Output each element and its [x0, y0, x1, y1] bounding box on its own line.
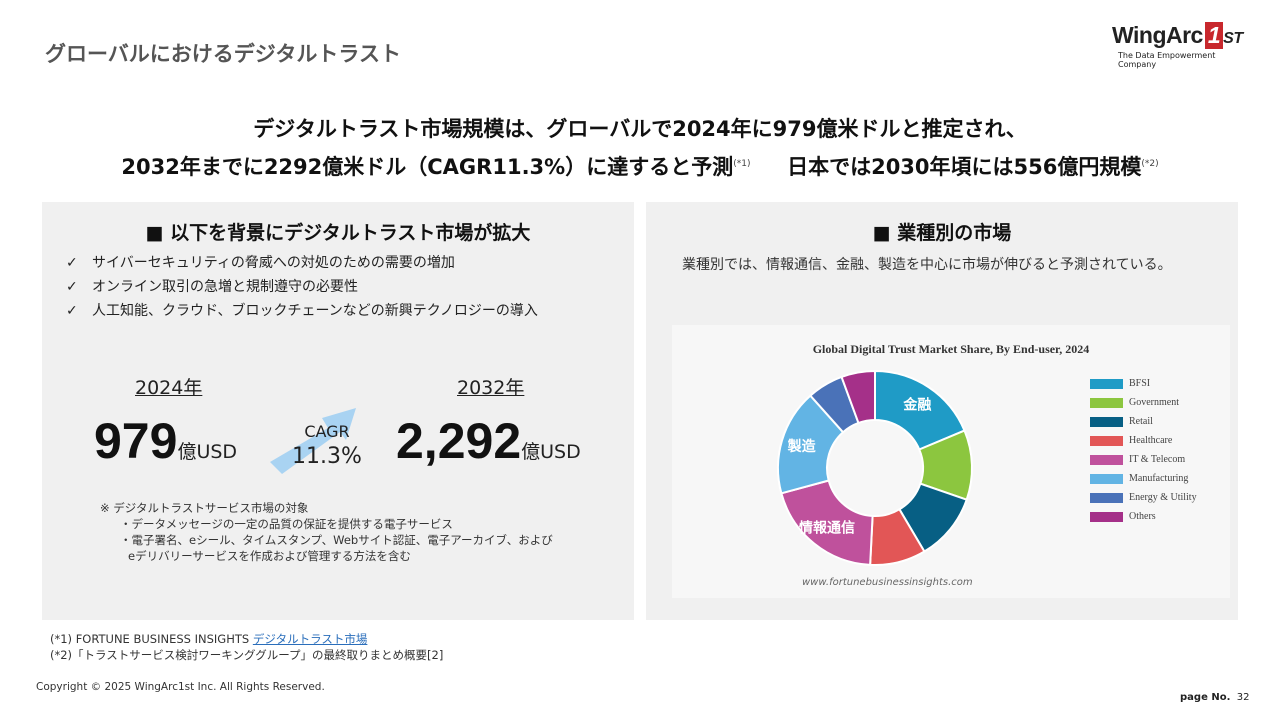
logo-tagline: The Data Empowerment Company	[1118, 51, 1216, 69]
legend-item: BFSI	[1090, 378, 1150, 389]
footnote-1: (*1) FORTUNE BUSINESS INSIGHTS デジタルトラスト市…	[50, 631, 367, 647]
bullet-item: ✓ オンライン取引の急増と規制遵守の必要性	[66, 275, 634, 299]
footnote-2: (*2)「トラストサービス検討ワーキンググループ」の最終取りまとめ概要[2]	[50, 648, 444, 662]
growth-arrow-icon	[270, 408, 356, 474]
legend-label: Healthcare	[1129, 435, 1173, 446]
value-2024: 979億USD	[94, 412, 237, 470]
legend-label: BFSI	[1129, 378, 1151, 389]
check-icon: ✓	[66, 279, 78, 295]
note-line: eデリバリーサービスを作成および管理する方法を含む	[128, 549, 411, 563]
legend-swatch	[1090, 473, 1123, 484]
legend-swatch	[1090, 378, 1123, 389]
donut-slice-others	[840, 369, 876, 425]
ref-1: (*1)	[733, 159, 751, 169]
footnote-1-text: (*1) FORTUNE BUSINESS INSIGHTS	[50, 632, 253, 646]
legend-swatch	[1090, 397, 1123, 408]
bullet-list: ✓ サイバーセキュリティの脅威への対処のための需要の増加 ✓ オンライン取引の急増と…	[66, 251, 634, 323]
legend-label: Government	[1129, 397, 1179, 408]
legend-swatch	[1090, 435, 1123, 446]
legend-item: Manufacturing	[1090, 473, 1188, 484]
logo-word: WingArc	[1112, 22, 1203, 48]
year-2024: 2024年	[135, 377, 203, 399]
scope-notes: ※ デジタルトラストサービス市場の対象 ・データメッセージの一定の品質の保証を提…	[100, 500, 553, 564]
bullet-text: オンライン取引の急増と規制遵守の必要性	[92, 279, 358, 295]
value-number: 2,292	[396, 413, 522, 469]
headline-line1: デジタルトラスト市場規模は、グローバルで2024年に979億米ドルと推定され、	[253, 117, 1027, 141]
slice-annotation: 金融	[902, 396, 931, 413]
logo-st: ST	[1223, 30, 1243, 47]
slide-title: グローバルにおけるデジタルトラスト	[45, 42, 401, 66]
legend-label: Others	[1129, 511, 1156, 522]
footnote-1-link[interactable]: デジタルトラスト市場	[252, 632, 368, 646]
bullet-item: ✓ サイバーセキュリティの脅威への対処のための需要の増加	[66, 251, 634, 275]
legend-item: Others	[1090, 511, 1156, 522]
value-unit: 億USD	[521, 441, 581, 463]
legend-item: Energy & Utility	[1090, 492, 1197, 503]
slice-annotation: 情報通信	[799, 520, 855, 537]
chart-title: Global Digital Trust Market Share, By En…	[812, 342, 1090, 356]
headline-line2: 2032年までに2292億米ドル（CAGR11.3%）に達すると予測(*1) 日…	[0, 151, 1280, 181]
legend-item: Healthcare	[1090, 435, 1172, 446]
legend-swatch	[1090, 416, 1123, 427]
year-2032: 2032年	[457, 377, 525, 399]
donut-chart: Global Digital Trust Market Share, By En…	[672, 325, 1230, 598]
right-heading: ■ 業種別の市場	[872, 222, 1012, 244]
legend-item: Government	[1090, 397, 1179, 408]
legend-swatch	[1090, 492, 1123, 503]
left-panel: ■ 以下を背景にデジタルトラスト市場が拡大 ✓ サイバーセキュリティの脅威への対処…	[42, 202, 634, 620]
slice-annotation: 製造	[787, 438, 816, 455]
note-line: ・電子署名、eシール、タイムスタンプ、Webサイト認証、電子アーカイブ、および	[120, 533, 553, 547]
page-label: page No.	[1180, 692, 1231, 703]
legend-item: Retail	[1090, 416, 1153, 427]
logo-one: 1	[1204, 22, 1224, 49]
legend-label: Manufacturing	[1129, 473, 1189, 484]
check-icon: ✓	[66, 303, 78, 319]
right-panel: ■ 業種別の市場 業種別では、情報通信、金融、製造を中心に市場が伸びると予測され…	[646, 202, 1238, 620]
headline-global: 2032年までに2292億米ドル（CAGR11.3%）に達すると予測	[121, 155, 734, 179]
note-line: ※ デジタルトラストサービス市場の対象	[100, 501, 309, 515]
cagr-label: CAGR	[304, 422, 350, 441]
page-number: page No. 32	[1180, 692, 1249, 703]
legend-label: IT & Telecom	[1129, 454, 1186, 465]
right-description: 業種別では、情報通信、金融、製造を中心に市場が伸びると予測されている。	[682, 257, 1172, 273]
cagr-value: 11.3%	[292, 444, 362, 469]
ref-2: (*2)	[1141, 159, 1159, 169]
value-number: 979	[94, 413, 178, 469]
value-unit: 億USD	[177, 441, 238, 463]
legend-swatch	[1090, 511, 1123, 522]
copyright: Copyright © 2025 WingArc1st Inc. All Rig…	[36, 681, 325, 693]
bullet-text: サイバーセキュリティの脅威への対処のための需要の増加	[92, 255, 455, 271]
bullet-text: 人工知能、クラウド、ブロックチェーンなどの新興テクノロジーの導入	[92, 303, 538, 319]
legend-item: IT & Telecom	[1090, 454, 1185, 465]
legend-swatch	[1090, 454, 1123, 465]
left-heading: ■ 以下を背景にデジタルトラスト市場が拡大	[145, 222, 531, 244]
page-value: 32	[1236, 692, 1250, 703]
chart-source: www.fortunebusinessinsights.com	[802, 577, 973, 588]
wingarc-logo: WingArc 1 ST The Data Empowerment Company	[1112, 22, 1252, 69]
legend-label: Retail	[1129, 416, 1153, 427]
bullet-item: ✓ 人工知能、クラウド、ブロックチェーンなどの新興テクノロジーの導入	[66, 299, 634, 323]
note-line: ・データメッセージの一定の品質の保証を提供する電子サービス	[120, 517, 453, 531]
headline-japan: 日本では2030年頃には556億円規模	[787, 155, 1142, 179]
legend-label: Energy & Utility	[1129, 492, 1197, 503]
check-icon: ✓	[66, 255, 78, 271]
value-2032: 2,292億USD	[396, 412, 581, 470]
